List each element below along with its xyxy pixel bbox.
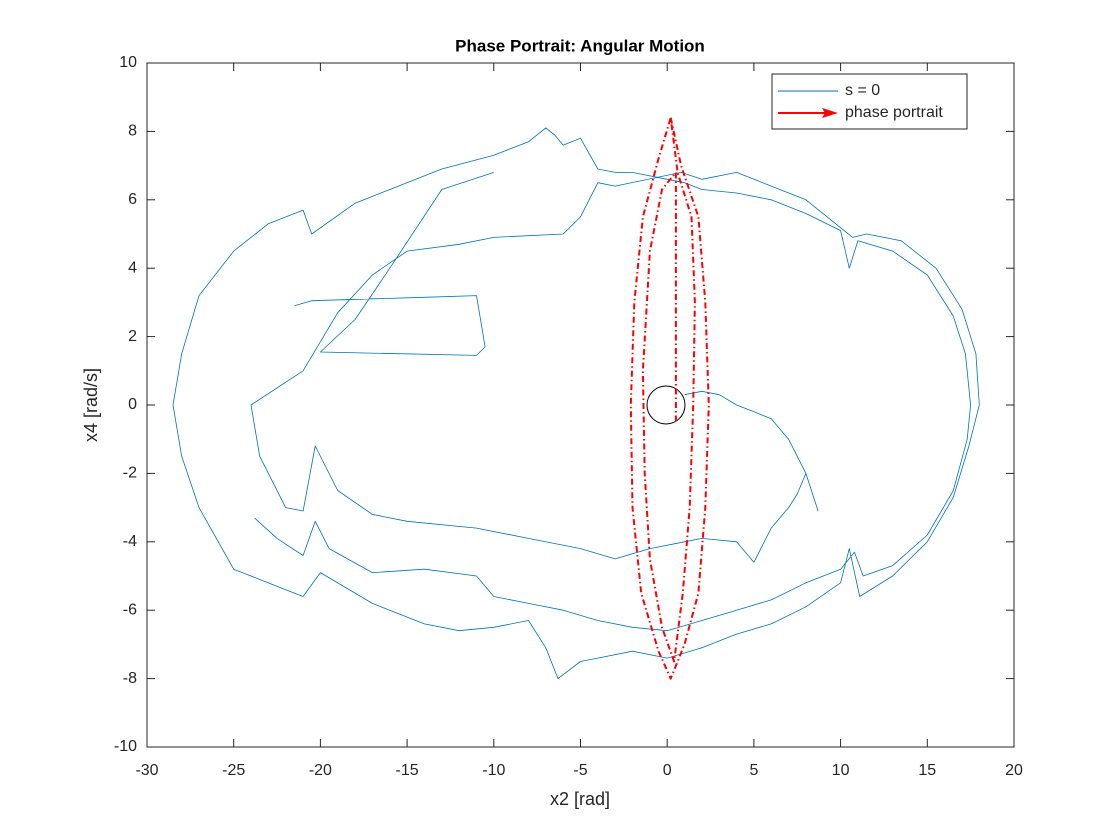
x-tick-label: 10 xyxy=(832,762,850,779)
plot-lines xyxy=(172,116,980,680)
y-axis-label: x4 [rad/s] xyxy=(81,368,101,442)
legend: s = 0 phase portrait xyxy=(771,73,968,130)
chart-title: Phase Portrait: Angular Motion xyxy=(455,36,705,55)
x-tick-label: 5 xyxy=(749,762,758,779)
x-tick-label: 20 xyxy=(1005,762,1023,779)
y-tick-label: 0 xyxy=(128,396,137,413)
y-tick-label: -6 xyxy=(123,601,137,618)
y-tick-label: -10 xyxy=(114,738,137,755)
x-tick-label: -10 xyxy=(482,762,505,779)
x-axis-label: x2 [rad] xyxy=(550,789,610,809)
plot-frame xyxy=(146,62,1015,748)
y-tick-label: -8 xyxy=(123,670,137,687)
series-line xyxy=(629,116,710,680)
legend-label: phase portrait xyxy=(845,104,943,121)
legend-label: s = 0 xyxy=(845,82,880,99)
x-tick-label: -30 xyxy=(135,762,158,779)
y-tick-label: 6 xyxy=(128,191,137,208)
x-tick-label: 0 xyxy=(663,762,672,779)
y-tick-label: -4 xyxy=(123,533,137,550)
reference-circle xyxy=(646,385,686,425)
y-tick-label: 4 xyxy=(128,259,137,276)
x-tick-label: 15 xyxy=(918,762,936,779)
y-tick-label: -2 xyxy=(123,465,137,482)
legend-arrowhead xyxy=(822,108,838,118)
y-tick-label: 2 xyxy=(128,328,137,345)
series-line xyxy=(172,127,980,679)
x-tick-label: -25 xyxy=(222,762,245,779)
x-tick-label: -5 xyxy=(573,762,587,779)
x-tick-label: -15 xyxy=(396,762,419,779)
y-tick-label: 10 xyxy=(119,54,137,71)
y-tick-label: 8 xyxy=(128,123,137,140)
legend-box xyxy=(771,73,968,130)
x-tick-label: -20 xyxy=(309,762,332,779)
